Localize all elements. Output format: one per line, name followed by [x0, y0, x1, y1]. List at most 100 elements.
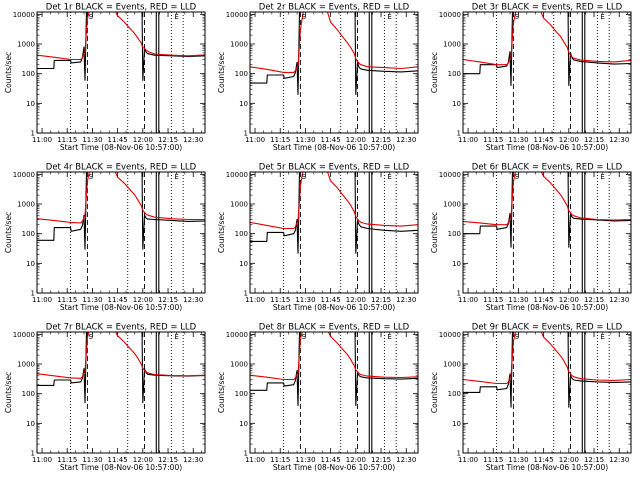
x-tick-label: 11:30 — [295, 456, 315, 464]
x-tick-label: 12:30 — [396, 296, 416, 304]
x-tick-label: 12:00 — [346, 296, 366, 304]
start-marker-glyph: S — [302, 333, 307, 341]
series-lld-line — [250, 12, 418, 73]
x-tick-label: 11:45 — [108, 296, 128, 304]
x-tick-label: 11:15 — [270, 456, 290, 464]
x-tick-label: 11:30 — [82, 136, 102, 144]
x-tick-label: 11:30 — [508, 296, 528, 304]
start-marker-glyph: S — [89, 173, 94, 181]
x-tick-label: 12:30 — [609, 136, 629, 144]
start-marker-glyph: S — [89, 333, 94, 341]
y-tick-label: 1000 — [17, 201, 35, 209]
y-tick-label: 1 — [31, 290, 35, 298]
x-tick-label: 12:30 — [609, 296, 629, 304]
x-tick-label: 11:30 — [508, 456, 528, 464]
x-tick-label: 12:30 — [183, 456, 203, 464]
y-tick-label: 1000 — [443, 41, 461, 49]
y-tick-label: 10000 — [226, 331, 248, 339]
plot-frame — [462, 11, 632, 134]
x-axis-label: Start Time (08-Nov-06 10:57:00) — [60, 463, 182, 472]
y-tick-label: 10 — [26, 260, 35, 268]
x-tick-label: 11:15 — [57, 456, 77, 464]
y-tick-label: 10000 — [13, 171, 35, 179]
plot-frame — [36, 331, 206, 454]
start-marker-glyph: S — [515, 333, 520, 341]
y-axis-label: Counts/sec — [4, 372, 13, 413]
x-tick-label: 12:00 — [133, 456, 153, 464]
x-tick-label: 12:00 — [133, 136, 153, 144]
y-tick-label: 100 — [22, 230, 35, 238]
panel-title: Det 2r BLACK = Events, RED = LLD — [259, 3, 410, 13]
x-tick-label: 12:15 — [371, 456, 391, 464]
y-tick-label: 1000 — [443, 361, 461, 369]
x-tick-label: 12:00 — [346, 136, 366, 144]
start-marker-glyph: S — [302, 13, 307, 21]
y-tick-label: 1 — [457, 290, 461, 298]
y-axis-label: Counts/sec — [430, 212, 439, 253]
x-tick-label: 11:15 — [483, 136, 503, 144]
y-tick-label: 1000 — [230, 41, 248, 49]
y-tick-label: 100 — [448, 390, 461, 398]
plot-area — [37, 12, 205, 133]
plot-frame — [36, 11, 206, 134]
series-events-line — [463, 172, 631, 248]
y-tick-label: 10000 — [226, 11, 248, 19]
y-tick-label: 100 — [448, 230, 461, 238]
plot-frame — [462, 171, 632, 294]
end-marker-glyph: E — [174, 13, 178, 21]
x-tick-label: 12:15 — [371, 296, 391, 304]
panel-title: Det 7r BLACK = Events, RED = LLD — [46, 323, 197, 333]
x-tick-label: 11:45 — [321, 296, 341, 304]
x-tick-label: 12:15 — [584, 456, 604, 464]
x-tick-label: 11:45 — [321, 456, 341, 464]
x-tick-label: 12:00 — [133, 296, 153, 304]
y-tick-label: 1 — [31, 130, 35, 138]
y-tick-label: 100 — [22, 70, 35, 78]
x-tick-label: 11:30 — [508, 136, 528, 144]
y-tick-label: 10000 — [439, 171, 461, 179]
x-tick-label: 11:30 — [82, 296, 102, 304]
panel-7: Det 7r BLACK = Events, RED = LLD 1 10 100 10… — [4, 323, 206, 472]
panel-title: Det 4r BLACK = Events, RED = LLD — [46, 163, 197, 173]
x-tick-label: 12:15 — [371, 136, 391, 144]
x-tick-label: 11:00 — [245, 456, 265, 464]
panel-5: Det 5r BLACK = Events, RED = LLD 1 10 100 10… — [217, 163, 419, 312]
x-tick-label: 11:15 — [483, 456, 503, 464]
x-tick-label: 11:15 — [57, 296, 77, 304]
x-tick-label: 11:00 — [32, 136, 52, 144]
panel-4: Det 4r BLACK = Events, RED = LLD 1 10 100 10… — [4, 163, 206, 312]
x-tick-label: 12:30 — [396, 456, 416, 464]
x-tick-label: 11:00 — [245, 136, 265, 144]
panel-title: Det 3r BLACK = Events, RED = LLD — [472, 3, 623, 13]
series-events-line — [37, 12, 205, 81]
y-tick-label: 10000 — [439, 11, 461, 19]
series-events-line — [37, 172, 205, 250]
plot-area — [463, 172, 631, 293]
x-tick-label: 11:30 — [295, 296, 315, 304]
panel-title: Det 1r BLACK = Events, RED = LLD — [46, 3, 197, 13]
end-marker-glyph: E — [387, 333, 391, 341]
y-tick-label: 1000 — [230, 201, 248, 209]
x-axis-label: Start Time (08-Nov-06 10:57:00) — [486, 463, 608, 472]
y-axis-label: Counts/sec — [217, 372, 226, 413]
y-tick-label: 1 — [31, 450, 35, 458]
y-tick-label: 10 — [239, 100, 248, 108]
y-tick-label: 10000 — [226, 171, 248, 179]
x-tick-label: 12:30 — [183, 296, 203, 304]
x-tick-label: 11:15 — [270, 136, 290, 144]
panel-9: Det 9r BLACK = Events, RED = LLD 1 10 100 10… — [430, 323, 632, 472]
y-tick-label: 10 — [452, 100, 461, 108]
end-marker-glyph: E — [174, 173, 178, 181]
y-tick-label: 10000 — [439, 331, 461, 339]
y-tick-label: 1 — [244, 290, 248, 298]
x-tick-label: 11:00 — [458, 136, 478, 144]
x-tick-label: 12:30 — [609, 456, 629, 464]
plot-frame — [36, 171, 206, 294]
plot-frame — [462, 331, 632, 454]
y-tick-label: 10 — [239, 420, 248, 428]
y-tick-label: 1 — [244, 450, 248, 458]
y-tick-label: 1000 — [230, 361, 248, 369]
plot-area — [463, 12, 631, 133]
y-tick-label: 1000 — [443, 201, 461, 209]
